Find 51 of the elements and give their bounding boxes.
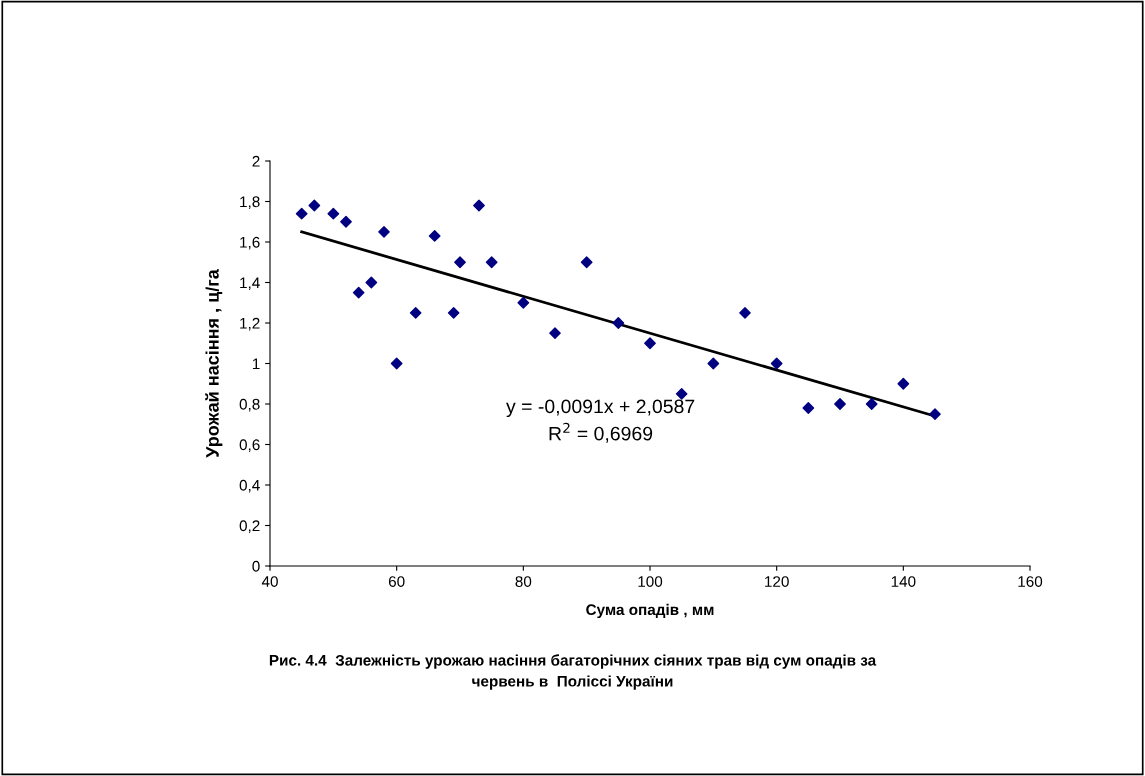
- y-tick-label: 0,2: [239, 520, 260, 533]
- point: [834, 398, 846, 410]
- y-tick-label: 1,8: [240, 196, 260, 209]
- point: [517, 296, 530, 309]
- x-axis-title: Сума опадів , мм: [586, 603, 714, 619]
- point: [739, 306, 751, 319]
- annotation: y = -0,0091x + 2,0587: [506, 399, 695, 418]
- point: [295, 207, 308, 220]
- point: [390, 357, 403, 370]
- x-tick-label: 40: [261, 576, 278, 587]
- point: [865, 398, 878, 410]
- y-tick-label: 1: [252, 358, 260, 370]
- y-tick-label: 2: [252, 155, 260, 167]
- x-tick-label: 100: [638, 576, 663, 587]
- x-tick-label: 80: [515, 576, 532, 587]
- point: [612, 317, 625, 329]
- point: [428, 230, 441, 242]
- y-tick-label: 0,8: [239, 398, 260, 412]
- point: [675, 387, 688, 400]
- point: [802, 402, 815, 414]
- y-tick-label: 0,4: [239, 479, 260, 493]
- point: [340, 215, 352, 228]
- point: [308, 199, 321, 212]
- point: [327, 207, 340, 220]
- point: [549, 327, 561, 340]
- point: [454, 256, 466, 269]
- point: [365, 276, 378, 289]
- y-tick-label: 0,6: [239, 439, 260, 452]
- x-tick-label: 140: [891, 576, 916, 587]
- point: [707, 357, 720, 370]
- x-tick-label: 160: [1018, 576, 1043, 587]
- y-tick-label: 1,2: [240, 317, 260, 331]
- point: [580, 256, 593, 269]
- text: Рис. 4.4 Залежність урожаю насіння багаторічних сіяних трав від сум опадів за червень в Поліссі України: [269, 654, 877, 690]
- y-tick-label: 1,4: [240, 277, 260, 290]
- point: [485, 256, 498, 269]
- point: [929, 408, 941, 421]
- point: [644, 337, 656, 350]
- x-tick-label: 120: [765, 576, 789, 587]
- y-tick-label: 0: [252, 560, 260, 572]
- point: [409, 306, 422, 319]
- y-tick-label: 1,6: [240, 236, 260, 250]
- annotation: R$^{2}$ = 0,6969: [549, 422, 653, 443]
- x-tick-label: 60: [388, 576, 405, 587]
- point: [473, 199, 485, 212]
- point: [897, 377, 910, 390]
- point: [447, 306, 460, 319]
- point: [770, 357, 783, 370]
- point: [378, 225, 390, 238]
- y-axis-title: Урожай насіння , ц/га: [205, 269, 223, 458]
- point: [352, 286, 365, 299]
